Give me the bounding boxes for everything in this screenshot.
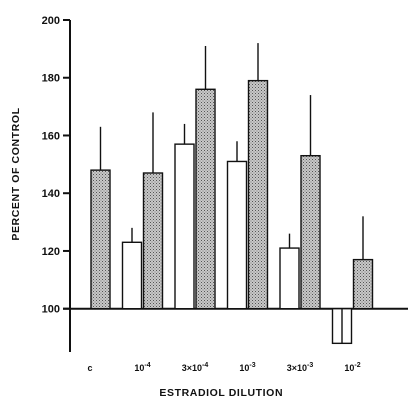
bar-open-3e-4 bbox=[174, 143, 195, 310]
y-tick-label-100: 100 bbox=[42, 304, 60, 316]
x-tick-label-3e-4: 3×10-4 bbox=[182, 362, 209, 373]
y-tick-label-140: 140 bbox=[42, 188, 60, 200]
bar-stippled-1e-4 bbox=[142, 172, 164, 310]
x-tick-label-1e-3: 10-3 bbox=[239, 362, 255, 373]
x-tick-label-3e-3: 3×10-3 bbox=[287, 362, 314, 373]
x-axis-title: ESTRADIOL DILUTION bbox=[159, 387, 283, 399]
labels: 100 120 140 160 180 200 PERCENT OF CONTROL c 10-… bbox=[10, 15, 361, 399]
y-axis-title: PERCENT OF CONTROL bbox=[10, 107, 22, 240]
y-tick-label-120: 120 bbox=[42, 246, 60, 258]
bar-open-1e-4 bbox=[121, 241, 143, 310]
bar-stippled-3e-4 bbox=[195, 88, 216, 310]
x-tick-label-1e-2: 10-2 bbox=[344, 362, 360, 373]
y-tick-label-160: 160 bbox=[42, 130, 60, 142]
bar-stippled-3e-3 bbox=[300, 154, 321, 310]
bar-stippled-1e-3 bbox=[247, 79, 269, 310]
bar-open-1e-3 bbox=[226, 160, 248, 310]
x-tick-label-1e-4: 10-4 bbox=[134, 362, 150, 373]
bar-open-3e-3 bbox=[279, 247, 300, 310]
x-tick-label-c: c bbox=[87, 363, 92, 373]
y-tick-label-180: 180 bbox=[42, 73, 60, 85]
bar-stippled-1e-2 bbox=[352, 258, 374, 310]
bars bbox=[90, 43, 374, 345]
y-tick-label-200: 200 bbox=[42, 15, 60, 27]
bar-stippled-c bbox=[90, 169, 111, 310]
